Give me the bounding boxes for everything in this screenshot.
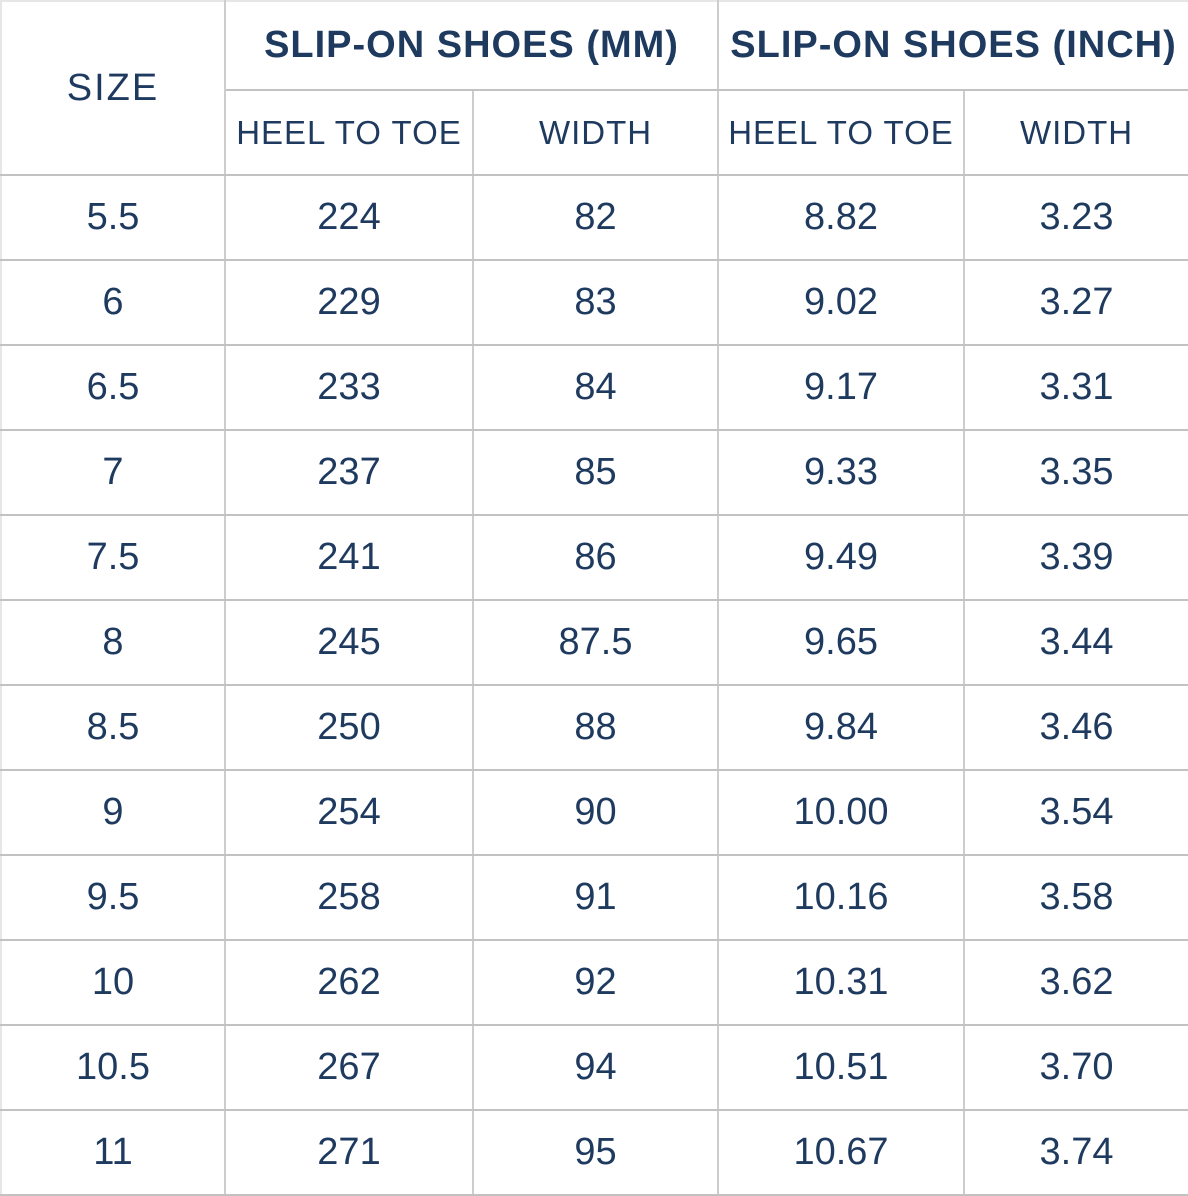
- size-cell: 6.5: [0, 345, 226, 431]
- mm-width-cell: 90: [473, 770, 720, 856]
- group-header-inch: SLIP-ON SHOES (INCH): [718, 0, 1188, 91]
- mm-heel-to-toe-cell: 258: [225, 855, 474, 941]
- inch-heel-to-toe-cell: 8.82: [718, 175, 966, 261]
- inch-width-cell: 3.35: [964, 430, 1188, 516]
- inch-heel-to-toe-cell: 10.16: [718, 855, 966, 941]
- table-row: 11 271 95 10.67 3.74: [0, 1110, 1188, 1196]
- inch-width-cell: 3.62: [964, 940, 1188, 1026]
- table-body: 5.5 224 82 8.82 3.23 6 229 83 9.02 3.27 …: [0, 175, 1188, 1196]
- mm-width-cell: 84: [473, 345, 720, 431]
- size-cell: 11: [0, 1110, 226, 1196]
- inch-width-cell: 3.31: [964, 345, 1188, 431]
- subheader-inch-heel-to-toe: HEEL TO TOE: [718, 90, 966, 176]
- mm-heel-to-toe-cell: 262: [225, 940, 474, 1026]
- group-header-mm: SLIP-ON SHOES (MM): [225, 0, 720, 91]
- subheader-inch-width: WIDTH: [964, 90, 1188, 176]
- inch-width-cell: 3.39: [964, 515, 1188, 601]
- mm-width-cell: 91: [473, 855, 720, 941]
- table-row: 10.5 267 94 10.51 3.70: [0, 1025, 1188, 1111]
- mm-heel-to-toe-cell: 229: [225, 260, 474, 346]
- mm-heel-to-toe-cell: 271: [225, 1110, 474, 1196]
- table-row: 8.5 250 88 9.84 3.46: [0, 685, 1188, 771]
- mm-width-cell: 85: [473, 430, 720, 516]
- size-cell: 7.5: [0, 515, 226, 601]
- inch-width-cell: 3.23: [964, 175, 1188, 261]
- mm-width-cell: 88: [473, 685, 720, 771]
- table-row: 7.5 241 86 9.49 3.39: [0, 515, 1188, 601]
- size-cell: 9: [0, 770, 226, 856]
- size-cell: 9.5: [0, 855, 226, 941]
- group-header-row: SIZE SLIP-ON SHOES (MM) SLIP-ON SHOES (I…: [0, 0, 1188, 176]
- inch-heel-to-toe-cell: 10.00: [718, 770, 966, 856]
- size-cell: 7: [0, 430, 226, 516]
- table-row: 9.5 258 91 10.16 3.58: [0, 855, 1188, 941]
- inch-heel-to-toe-cell: 9.17: [718, 345, 966, 431]
- size-cell: 8.5: [0, 685, 226, 771]
- mm-heel-to-toe-cell: 267: [225, 1025, 474, 1111]
- inch-width-cell: 3.58: [964, 855, 1188, 941]
- subheader-mm-width: WIDTH: [473, 90, 720, 176]
- table-row: 7 237 85 9.33 3.35: [0, 430, 1188, 516]
- table-row: 8 245 87.5 9.65 3.44: [0, 600, 1188, 686]
- mm-width-cell: 86: [473, 515, 720, 601]
- mm-heel-to-toe-cell: 233: [225, 345, 474, 431]
- table-row: 6.5 233 84 9.17 3.31: [0, 345, 1188, 431]
- table-header: SIZE SLIP-ON SHOES (MM) SLIP-ON SHOES (I…: [0, 0, 1188, 176]
- mm-heel-to-toe-cell: 254: [225, 770, 474, 856]
- size-cell: 6: [0, 260, 226, 346]
- inch-width-cell: 3.70: [964, 1025, 1188, 1111]
- size-cell: 10: [0, 940, 226, 1026]
- inch-width-cell: 3.27: [964, 260, 1188, 346]
- inch-width-cell: 3.46: [964, 685, 1188, 771]
- inch-width-cell: 3.44: [964, 600, 1188, 686]
- mm-width-cell: 92: [473, 940, 720, 1026]
- table-row: 9 254 90 10.00 3.54: [0, 770, 1188, 856]
- mm-heel-to-toe-cell: 250: [225, 685, 474, 771]
- table-row: 6 229 83 9.02 3.27: [0, 260, 1188, 346]
- table-row: 10 262 92 10.31 3.62: [0, 940, 1188, 1026]
- size-cell: 8: [0, 600, 226, 686]
- inch-heel-to-toe-cell: 10.51: [718, 1025, 966, 1111]
- inch-width-cell: 3.54: [964, 770, 1188, 856]
- mm-width-cell: 95: [473, 1110, 720, 1196]
- size-cell: 10.5: [0, 1025, 226, 1111]
- inch-heel-to-toe-cell: 9.02: [718, 260, 966, 346]
- mm-width-cell: 82: [473, 175, 720, 261]
- inch-heel-to-toe-cell: 9.33: [718, 430, 966, 516]
- inch-heel-to-toe-cell: 9.84: [718, 685, 966, 771]
- mm-heel-to-toe-cell: 241: [225, 515, 474, 601]
- sub-header-row: HEEL TO TOE WIDTH HEEL TO TOE WIDTH: [1, 90, 1188, 176]
- table-row: 5.5 224 82 8.82 3.23: [0, 175, 1188, 261]
- size-cell: 5.5: [0, 175, 226, 261]
- mm-width-cell: 87.5: [473, 600, 720, 686]
- subheader-mm-heel-to-toe: HEEL TO TOE: [225, 90, 474, 176]
- mm-width-cell: 83: [473, 260, 720, 346]
- mm-heel-to-toe-cell: 224: [225, 175, 474, 261]
- inch-heel-to-toe-cell: 9.65: [718, 600, 966, 686]
- inch-heel-to-toe-cell: 9.49: [718, 515, 966, 601]
- size-column-header: SIZE: [0, 0, 226, 176]
- inch-heel-to-toe-cell: 10.67: [718, 1110, 966, 1196]
- mm-heel-to-toe-cell: 245: [225, 600, 474, 686]
- mm-heel-to-toe-cell: 237: [225, 430, 474, 516]
- inch-heel-to-toe-cell: 10.31: [718, 940, 966, 1026]
- mm-width-cell: 94: [473, 1025, 720, 1111]
- inch-width-cell: 3.74: [964, 1110, 1188, 1196]
